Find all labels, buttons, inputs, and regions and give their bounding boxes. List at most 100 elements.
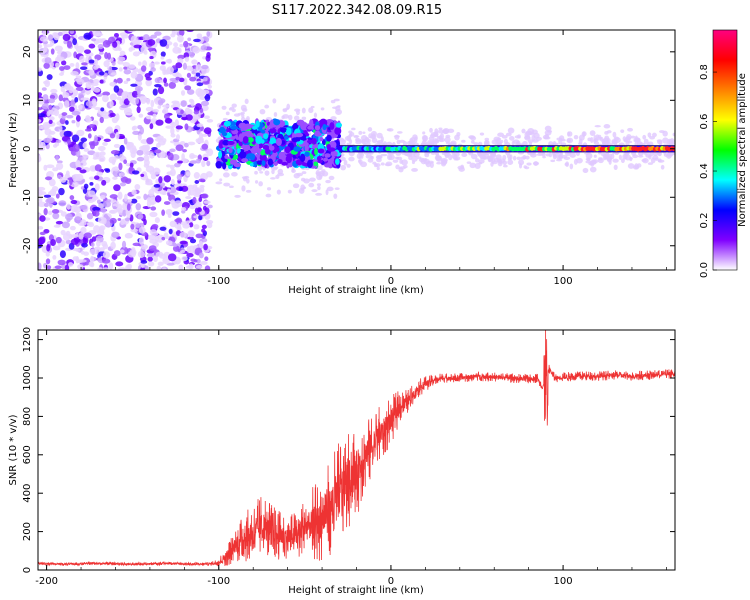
spectrogram-cell <box>61 112 68 116</box>
spectrogram-cell <box>161 191 167 196</box>
spectrogram-cell <box>560 142 567 147</box>
spectrogram-cell <box>512 155 517 161</box>
spectrogram-cell <box>149 211 158 218</box>
spectrogram-cell <box>401 159 408 166</box>
spectrogram-cell <box>358 159 362 163</box>
spectrogram-cell <box>642 134 647 140</box>
spectrogram-cell <box>241 107 248 112</box>
spectrogram-cell <box>136 88 141 96</box>
spectrogram-cell <box>137 214 144 220</box>
spectrogram-cell <box>146 116 152 120</box>
spectrogram-cell <box>205 171 213 178</box>
spectrogram-cell <box>143 159 150 166</box>
spectrogram-cell <box>201 228 206 233</box>
spectrogram-cell <box>461 152 468 158</box>
spectrogram-cell <box>147 47 156 52</box>
spectrogram-cell <box>108 262 114 270</box>
spectrogram-cell <box>254 180 259 184</box>
spectrogram-cell <box>334 187 340 190</box>
spectrogram-cell <box>52 255 57 260</box>
spectrogram-cell <box>281 115 285 120</box>
spectrogram-cell <box>92 206 101 212</box>
spectrogram-cell <box>533 132 540 139</box>
spectrogram-cell <box>175 134 181 140</box>
spectrogram-cell <box>58 187 65 196</box>
spectrogram-cell <box>582 167 589 174</box>
spectrogram-cell <box>185 65 193 71</box>
spectrogram-cell <box>111 61 116 66</box>
spectrogram-cell <box>195 233 204 239</box>
spectrogram-cell <box>59 176 67 183</box>
spectrogram-cell <box>430 132 437 137</box>
spectrogram-cell <box>166 67 170 75</box>
spectrogram-cell <box>544 133 550 140</box>
spectrogram-cell <box>128 47 133 52</box>
spectrogram-cell <box>255 120 260 128</box>
spectrogram-cell <box>316 165 323 171</box>
spectrogram-cell <box>647 162 653 165</box>
spectrogram-cell <box>119 153 125 161</box>
spectrogram-cell <box>139 95 147 102</box>
spectrogram-cell <box>38 154 41 162</box>
spectrogram-cell <box>97 203 105 209</box>
spectrogram-cell <box>561 138 566 142</box>
spectrogram-cell <box>132 125 138 130</box>
spectrogram-cell <box>173 183 180 187</box>
spectrogram-cell <box>227 140 235 146</box>
spectrogram-cell <box>569 163 574 170</box>
spectrogram-cell <box>201 224 207 230</box>
spectrogram-cell <box>115 261 124 267</box>
spectrogram-cell <box>105 168 111 173</box>
spectrogram-cell <box>593 154 597 158</box>
spectrogram-cell <box>93 65 99 70</box>
spectrogram-cell <box>189 238 197 244</box>
spectrogram-cell <box>99 247 105 252</box>
spectrogram-cell <box>627 127 633 132</box>
spectrogram-cell <box>176 173 182 181</box>
spectrogram-cell <box>123 80 129 85</box>
spectrogram-cell <box>144 72 151 79</box>
spectrogram-cell <box>119 172 125 177</box>
spectrogram-cell <box>65 120 69 125</box>
spectrogram-cell <box>101 217 107 225</box>
spectrogram-cell <box>309 119 314 127</box>
snr-x-tick-label: -200 <box>35 576 58 587</box>
colorbar-tick-label: 0.8 <box>699 64 710 80</box>
spectrogram-cell <box>181 206 187 211</box>
spectrogram-cell <box>108 199 117 203</box>
spectrogram-cell <box>118 162 123 171</box>
spectrogram-cell <box>87 198 95 203</box>
spectrogram-cell <box>74 216 82 224</box>
spectrogram-cell <box>236 148 241 154</box>
spectrogram-cell <box>228 147 233 154</box>
spectrogram-cell <box>330 150 338 157</box>
spectrogram-cell <box>63 130 72 138</box>
spectrogram-cell <box>54 45 63 52</box>
spectrogram-cell <box>314 147 318 156</box>
spectrogram-cell <box>593 141 600 145</box>
spectrogram-cell <box>613 136 620 141</box>
spectrogram-cell <box>66 139 72 145</box>
spectrogram-cell <box>94 183 100 191</box>
spectrogram-cell <box>186 246 191 253</box>
spectrogram-cell <box>48 98 55 104</box>
spectrogram-cell <box>157 239 163 243</box>
spectrogram-cell <box>105 127 113 134</box>
spectrogram-cell <box>448 154 453 161</box>
spectrogram-cell <box>414 136 418 140</box>
spectrogram-cell <box>526 162 532 166</box>
spectrogram-cell <box>69 106 75 112</box>
spectrogram-cell <box>193 224 200 230</box>
spectrogram-cell <box>44 176 53 181</box>
spectrogram-cell <box>618 154 622 160</box>
spectrogram-cell <box>470 136 477 141</box>
spectrogram-cell <box>518 159 525 166</box>
spectrogram-cell <box>201 64 209 70</box>
spectrogram-cell <box>90 242 95 247</box>
figure-title: S117.2022.342.08.09.R15 <box>272 3 442 18</box>
spectrogram-cell <box>413 151 420 158</box>
spectrogram-cell <box>76 167 82 171</box>
spectrogram-cell <box>269 137 277 145</box>
spectrogram-cell <box>154 195 162 203</box>
spectrogram-cell <box>627 163 635 169</box>
